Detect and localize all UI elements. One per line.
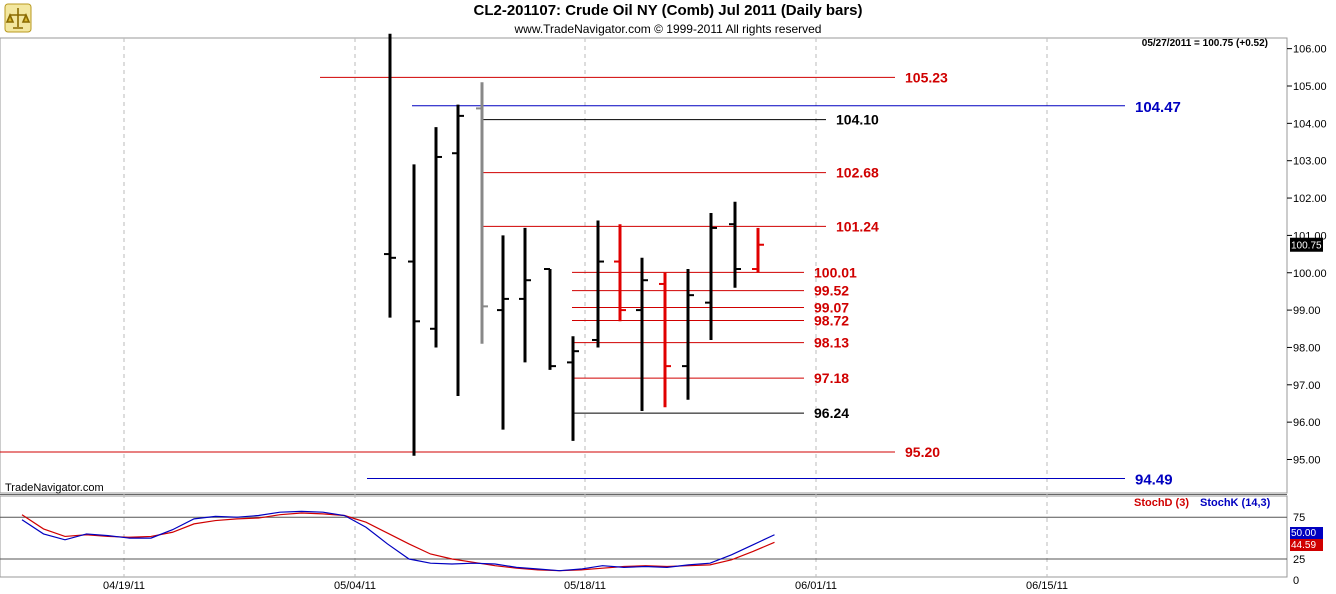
- level-label: 99.52: [814, 283, 849, 299]
- level-label: 94.49: [1135, 472, 1173, 489]
- y-tick-label: 105.00: [1293, 81, 1327, 93]
- stoch-series-line: [21, 510, 775, 572]
- current-price-badge: [1290, 237, 1323, 252]
- y-tick-label: 99.00: [1293, 305, 1321, 317]
- y-tick-label: 95.00: [1293, 455, 1321, 467]
- legend-stoch-k: StochK (14,3): [1200, 497, 1271, 509]
- level-label: 104.10: [836, 112, 879, 128]
- y-tick-label: 103.00: [1293, 156, 1327, 168]
- stoch-series-line: [21, 512, 775, 572]
- level-label: 97.18: [814, 370, 849, 386]
- y-tick-label: 98.00: [1293, 342, 1321, 354]
- watermark-text: TradeNavigator.com: [5, 482, 104, 494]
- chart-copyright: www.TradeNavigator.com © 1999-2011 All r…: [514, 22, 822, 36]
- stoch-y-tick-label: 0: [1293, 575, 1299, 587]
- y-tick-label: 97.00: [1293, 380, 1321, 392]
- last-quote-text: 05/27/2011 = 100.75 (+0.52): [1142, 38, 1268, 49]
- level-label: 95.20: [905, 444, 940, 460]
- level-label: 104.47: [1135, 99, 1181, 116]
- chart-title: CL2-201107: Crude Oil NY (Comb) Jul 2011…: [473, 2, 863, 19]
- x-tick-label: 06/01/11: [795, 580, 837, 592]
- level-label: 105.23: [905, 69, 948, 85]
- stoch-value-badge: [1290, 539, 1323, 551]
- level-label: 100.01: [814, 264, 857, 280]
- level-label: 98.72: [814, 313, 849, 329]
- trade-navigator-logo-icon: [4, 3, 32, 33]
- level-label: 96.24: [814, 405, 849, 421]
- y-tick-label: 100.00: [1293, 268, 1327, 280]
- stoch-value-label: 50.00: [1291, 528, 1316, 539]
- y-tick-label: 106.00: [1293, 44, 1327, 56]
- x-tick-label: 05/04/11: [334, 580, 376, 592]
- level-label: 102.68: [836, 165, 879, 181]
- current-price-label: 100.75: [1291, 241, 1322, 252]
- stochastic-panel-frame: [0, 495, 1288, 578]
- stoch-value-badge: [1290, 527, 1323, 539]
- y-tick-label: 96.00: [1293, 417, 1321, 429]
- stoch-value-label: 44.59: [1291, 540, 1316, 551]
- level-label: 98.13: [814, 335, 849, 351]
- y-tick-label: 104.00: [1293, 118, 1327, 130]
- legend-stoch-d: StochD (3): [1134, 497, 1189, 509]
- stoch-y-tick-label: 75: [1293, 512, 1305, 524]
- x-tick-label: 05/18/11: [564, 580, 606, 592]
- stoch-y-tick-label: 25: [1293, 554, 1305, 566]
- x-tick-label: 06/15/11: [1026, 580, 1068, 592]
- y-tick-label: 102.00: [1293, 193, 1327, 205]
- x-tick-label: 04/19/11: [103, 580, 145, 592]
- level-label: 101.24: [836, 218, 879, 234]
- level-label: 99.07: [814, 299, 849, 315]
